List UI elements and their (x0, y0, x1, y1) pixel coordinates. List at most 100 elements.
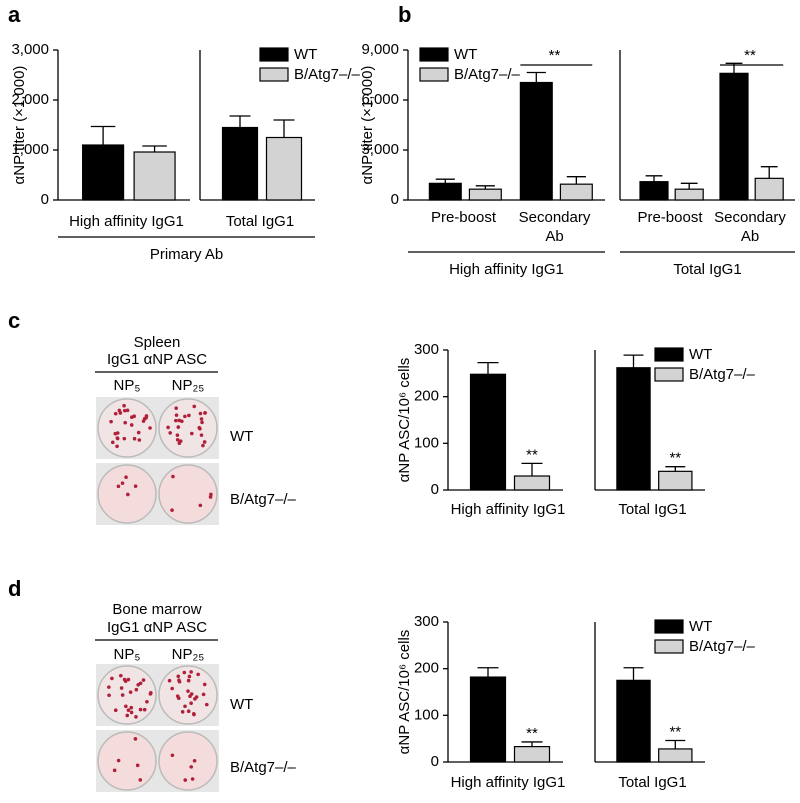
y-axis-label: αNP titer (×1,000) (359, 66, 376, 185)
bar (559, 183, 593, 201)
spot (190, 777, 195, 781)
spot (176, 674, 181, 679)
y-tick-label: 0 (41, 191, 49, 208)
y-tick-label: 6,000 (361, 91, 399, 108)
spot (115, 436, 120, 441)
spot (176, 696, 181, 701)
spot (109, 419, 113, 424)
spot (166, 425, 170, 430)
spot (123, 420, 128, 425)
y-tick-label: 200 (414, 660, 439, 677)
image-row-label: B/Atg7–/– (230, 491, 297, 508)
bar (469, 373, 507, 491)
spot (138, 707, 143, 712)
spot (115, 431, 120, 435)
legend-swatch (259, 47, 289, 62)
spot (116, 758, 121, 763)
legend-swatch (654, 639, 684, 654)
significance: ** (744, 47, 756, 64)
image-title: Spleen (134, 334, 181, 351)
spot (133, 737, 138, 741)
spot (145, 699, 149, 704)
bar (133, 151, 176, 201)
spot (138, 681, 143, 686)
spot (118, 411, 123, 415)
spot (120, 481, 125, 485)
spot (180, 710, 185, 714)
spot (142, 707, 147, 712)
spot (132, 436, 137, 441)
x-tick-label: Total IgG1 (226, 213, 294, 230)
image-title: Bone marrow (112, 601, 201, 618)
bar (658, 470, 693, 491)
legend-label: WT (689, 618, 712, 635)
spot (119, 673, 123, 678)
spot (107, 685, 111, 689)
spot (182, 670, 187, 675)
spot (129, 710, 134, 715)
spot (120, 693, 125, 697)
spot (190, 431, 194, 436)
spot (208, 495, 213, 499)
spot (175, 437, 180, 442)
spot (186, 678, 191, 683)
spot (133, 484, 138, 488)
group-label: Total IgG1 (673, 261, 741, 278)
image-column-label: NP₂₅ (172, 377, 205, 394)
y-tick-label: 3,000 (11, 41, 49, 58)
bar (513, 745, 551, 763)
image-row-label: WT (230, 428, 253, 445)
legend-swatch (419, 47, 449, 62)
spot (183, 414, 187, 419)
spot (113, 708, 118, 713)
spot (137, 438, 142, 442)
plate (158, 464, 218, 524)
y-tick-label: 0 (431, 753, 439, 770)
spot (126, 492, 130, 497)
image-row-label: B/Atg7–/– (230, 759, 297, 776)
spot (178, 439, 183, 443)
y-tick-label: 100 (414, 706, 439, 723)
spot (199, 433, 204, 437)
spot (198, 503, 203, 508)
spot (125, 408, 130, 413)
plate (158, 665, 218, 725)
spot (187, 674, 192, 679)
spot (198, 426, 202, 431)
spot (188, 694, 192, 698)
spot (176, 425, 181, 429)
spot (186, 689, 190, 693)
spot (132, 414, 137, 418)
bar (519, 81, 553, 201)
y-tick-label: 300 (414, 613, 439, 630)
y-tick-label: 200 (414, 388, 439, 405)
spot (187, 413, 191, 418)
bar (674, 188, 704, 201)
plate (97, 398, 157, 458)
y-tick-label: 2,000 (11, 91, 49, 108)
y-axis-label: αNP titer (×1,000) (11, 66, 28, 185)
legend-label: B/Atg7–/– (689, 366, 756, 383)
spot (122, 403, 126, 408)
bar (754, 177, 784, 201)
spot (110, 440, 115, 445)
x-tick-label: Total IgG1 (618, 501, 686, 518)
spot (204, 702, 209, 707)
spot (107, 693, 111, 698)
image-row-label: WT (230, 696, 253, 713)
x-tick-label: High affinity IgG1 (69, 213, 184, 230)
spot (174, 406, 178, 410)
bar (428, 182, 462, 201)
spot (112, 768, 117, 773)
spot (115, 444, 119, 449)
spot (199, 417, 204, 421)
x-tick-label: Pre-boost (431, 209, 497, 226)
bar (639, 181, 669, 201)
spot (134, 715, 138, 719)
spot (201, 443, 205, 448)
spot (126, 708, 131, 713)
spot (138, 778, 143, 782)
spot (122, 408, 127, 413)
group-label: Primary Ab (150, 246, 223, 263)
